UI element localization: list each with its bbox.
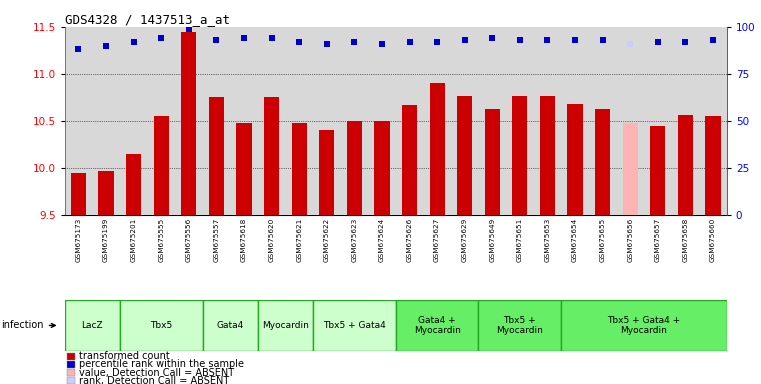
Text: GSM675657: GSM675657 [654,218,661,262]
Text: Tbx5 + Gata4: Tbx5 + Gata4 [323,321,386,330]
Text: Myocardin: Myocardin [262,321,309,330]
Text: GSM675653: GSM675653 [544,218,550,262]
Text: rank, Detection Call = ABSENT: rank, Detection Call = ABSENT [79,376,229,384]
Bar [374,121,390,215]
Text: Tbx5: Tbx5 [150,321,172,330]
Bar [568,104,583,215]
Bar [98,171,113,215]
Bar [650,126,665,215]
Bar [202,300,258,351]
Bar [347,121,362,215]
Text: transformed count: transformed count [79,351,170,361]
Bar [512,96,527,215]
Text: GSM675618: GSM675618 [241,218,247,262]
Bar [120,300,202,351]
Text: GSM675654: GSM675654 [572,218,578,262]
Text: GDS4328 / 1437513_a_at: GDS4328 / 1437513_a_at [65,13,230,26]
Bar [622,123,638,215]
Text: GSM675621: GSM675621 [296,218,302,262]
Text: GSM675658: GSM675658 [683,218,689,262]
Bar [264,98,279,215]
Bar [71,173,86,215]
Text: GSM675656: GSM675656 [627,218,633,262]
Bar [258,300,313,351]
Bar [561,300,727,351]
Text: Gata4 +
Myocardin: Gata4 + Myocardin [414,316,460,335]
Bar [678,115,693,215]
Bar [67,369,75,376]
Text: GSM675624: GSM675624 [379,218,385,262]
Bar [67,377,75,384]
Text: GSM675173: GSM675173 [75,218,81,262]
Bar [705,116,721,215]
Bar [540,96,555,215]
Bar [457,96,473,215]
Text: GSM675557: GSM675557 [213,218,219,262]
Bar [291,123,307,215]
Text: GSM675620: GSM675620 [269,218,275,262]
Text: GSM675622: GSM675622 [323,218,330,262]
Text: GSM675199: GSM675199 [103,218,109,262]
Bar [181,31,196,215]
Bar [479,300,561,351]
Text: GSM675555: GSM675555 [158,218,164,262]
Text: GSM675655: GSM675655 [600,218,606,262]
Bar [429,83,444,215]
Text: percentile rank within the sample: percentile rank within the sample [79,359,244,369]
Bar [154,116,169,215]
Bar [209,98,224,215]
Text: LacZ: LacZ [81,321,103,330]
Bar [313,300,396,351]
Text: GSM675623: GSM675623 [352,218,358,262]
Text: Tbx5 +
Myocardin: Tbx5 + Myocardin [496,316,543,335]
Bar [237,123,252,215]
Text: GSM675201: GSM675201 [131,218,137,262]
Text: Gata4: Gata4 [217,321,244,330]
Bar [67,361,75,368]
Text: GSM675651: GSM675651 [517,218,523,262]
Text: GSM675556: GSM675556 [186,218,192,262]
Bar [319,130,334,215]
Bar [65,300,119,351]
Bar [67,353,75,359]
Bar [595,109,610,215]
Text: Tbx5 + Gata4 +
Myocardin: Tbx5 + Gata4 + Myocardin [607,316,680,335]
Text: GSM675626: GSM675626 [406,218,412,262]
Bar [396,300,479,351]
Text: GSM675649: GSM675649 [489,218,495,262]
Bar [485,109,500,215]
Text: GSM675629: GSM675629 [462,218,468,262]
Text: GSM675660: GSM675660 [710,218,716,262]
Bar [126,154,142,215]
Text: infection: infection [2,320,56,331]
Bar [402,105,417,215]
Text: GSM675627: GSM675627 [434,218,440,262]
Text: value, Detection Call = ABSENT: value, Detection Call = ABSENT [79,367,234,377]
